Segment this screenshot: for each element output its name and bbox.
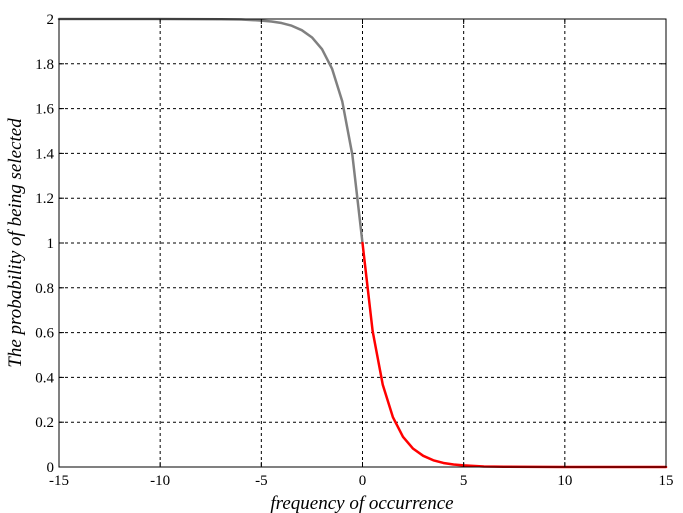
- ticks: [58, 18, 667, 468]
- y-tick-label: 0.6: [35, 326, 54, 342]
- x-tick-label: -10: [150, 473, 170, 489]
- y-tick-label: 1.8: [35, 57, 54, 73]
- y-tick-label: 0.4: [35, 370, 54, 386]
- x-tick-labels: -15 -10 -5 0 5 10 15: [49, 473, 674, 489]
- x-tick-label: -5: [255, 473, 268, 489]
- y-tick-label: 1.2: [35, 191, 54, 207]
- x-tick-label: 5: [460, 473, 468, 489]
- y-tick-label: 0: [47, 460, 55, 476]
- x-tick-label: 15: [659, 473, 674, 489]
- y-tick-label: 1: [47, 236, 55, 252]
- x-tick-label: 10: [557, 473, 572, 489]
- y-tick-label: 1.6: [35, 102, 54, 118]
- y-tick-label: 1.4: [35, 146, 54, 162]
- x-tick-label: -15: [49, 473, 69, 489]
- x-tick-label: 0: [359, 473, 367, 489]
- y-tick-labels: 0 0.2 0.4 0.6 0.8 1 1.2 1.4 1.6 1.8 2: [35, 12, 54, 476]
- y-tick-label: 2: [47, 12, 55, 28]
- y-tick-label: 0.2: [35, 415, 54, 431]
- y-axis-title: The probability of being selected: [5, 118, 26, 368]
- x-axis-title: frequency of occurrence: [270, 493, 453, 513]
- y-tick-label: 0.8: [35, 281, 54, 297]
